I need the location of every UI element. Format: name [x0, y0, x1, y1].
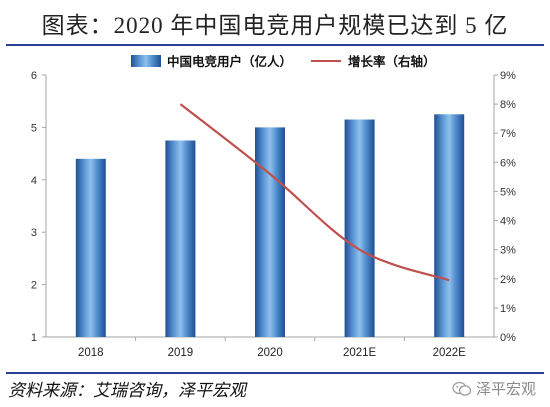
growth-line — [179, 103, 450, 282]
y2-tick-label: 4% — [500, 216, 516, 228]
x-tick-label: 2020 — [257, 347, 283, 359]
x-tick-label: 2019 — [168, 347, 194, 359]
y-tick-label: 1 — [31, 332, 37, 344]
watermark: 泽平宏观 — [452, 378, 536, 399]
y2-tick-label: 9% — [500, 70, 516, 82]
source-note: 资料来源：艾瑞咨询，泽平宏观 — [8, 381, 246, 401]
title-rule — [6, 44, 544, 46]
y2-tick-label: 0% — [500, 332, 516, 344]
y-tick-label: 5 — [31, 122, 37, 134]
bar — [165, 140, 196, 337]
y2-tick-label: 5% — [500, 186, 516, 198]
y2-tick-label: 8% — [500, 99, 516, 111]
x-tick-label: 2018 — [78, 347, 104, 359]
y2-tick-label: 7% — [500, 128, 516, 140]
y2-tick-label: 6% — [500, 157, 516, 169]
source-rule — [6, 372, 544, 374]
x-tick-label: 2021E — [343, 347, 377, 359]
chart: 中国电竞用户（亿人） 增长率（右轴） 1 2 3 4 5 6 0% 1% 2% 3% 4% 5% 6% 7… — [31, 54, 516, 359]
legend: 中国电竞用户（亿人） 增长率（右轴） — [131, 54, 436, 69]
y-tick-label: 3 — [31, 227, 37, 239]
y-tick-label: 2 — [31, 280, 37, 292]
bar — [344, 119, 375, 337]
bar — [75, 158, 106, 337]
legend-bar-label: 中国电竞用户（亿人） — [167, 54, 292, 69]
y-tick-label: 4 — [31, 175, 37, 187]
y2-tick-label: 3% — [500, 245, 516, 257]
chart-title: 图表：2020 年中国电竞用户规模已达到 5 亿 — [41, 13, 509, 38]
bar — [255, 127, 285, 338]
x-tick-label: 2022E — [433, 347, 467, 359]
bar — [434, 114, 465, 337]
growth-line-path — [179, 103, 450, 282]
wechat-icon — [452, 381, 472, 396]
y2-tick-label: 1% — [500, 303, 516, 315]
y2-tick-label: 2% — [500, 274, 516, 286]
legend-line-label: 增长率（右轴） — [348, 54, 436, 69]
axes: 1 2 3 4 5 6 0% 1% 2% 3% 4% 5% 6% 7% 8% 9% 2018 2019 2020 20… — [31, 70, 516, 359]
watermark-text: 泽平宏观 — [475, 380, 536, 398]
legend-bar-swatch — [131, 55, 161, 67]
y-tick-label: 6 — [31, 70, 37, 82]
bars — [75, 114, 465, 338]
